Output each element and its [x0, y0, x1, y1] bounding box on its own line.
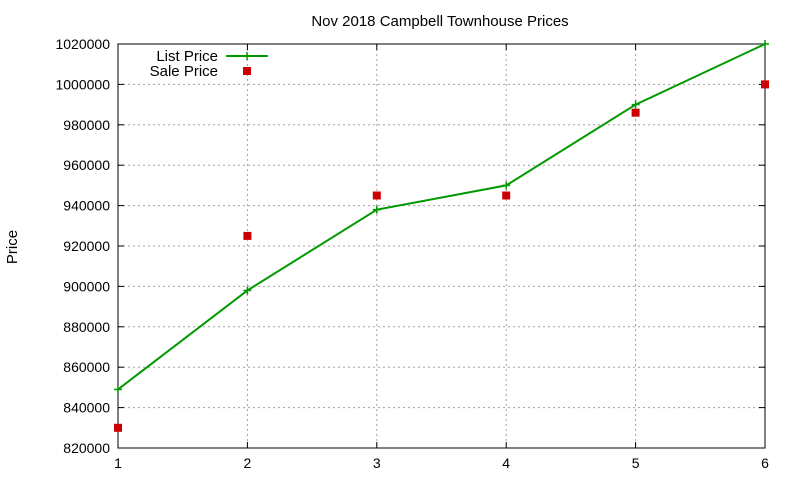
plot-frame	[117, 43, 766, 449]
y-tick-label: 920000	[63, 238, 110, 254]
sale-price-series	[114, 80, 769, 432]
list-price-point	[243, 286, 252, 295]
data-series	[114, 40, 769, 432]
y-tick-label: 1000000	[55, 76, 110, 92]
y-tick-label: 880000	[63, 319, 110, 335]
sale-price-point	[372, 191, 381, 200]
sale-price-point	[631, 108, 640, 117]
legend-label-list-price: List Price	[156, 48, 218, 65]
list-price-point	[761, 40, 769, 48]
axis-ticks: 820000 840000 860000 880000 900000 920000 9400…	[55, 36, 769, 471]
list-price-point	[372, 205, 381, 214]
y-tick-label: 860000	[63, 359, 110, 375]
y-tick-label: 840000	[63, 400, 110, 416]
list-price-point	[502, 181, 511, 190]
list-price-line	[117, 43, 766, 391]
y-tick-label: 940000	[63, 198, 110, 214]
y-tick-label: 960000	[63, 157, 110, 173]
x-tick-label: 5	[632, 455, 640, 471]
chart-title: Nov 2018 Campbell Townhouse Prices	[311, 13, 568, 30]
x-tick-label: 2	[244, 455, 252, 471]
x-tick-label: 6	[761, 455, 769, 471]
sale-price-point	[761, 80, 769, 89]
legend-marker-sale-price	[243, 67, 251, 75]
list-price-point	[114, 385, 122, 394]
legend-label-sale-price: Sale Price	[150, 63, 218, 80]
y-axis-label: Price	[4, 230, 21, 264]
y-tick-label: 980000	[63, 117, 110, 133]
y-tick-label: 1020000	[55, 36, 110, 52]
legend-marker-list-price	[243, 52, 251, 60]
list-price-series	[114, 40, 769, 394]
x-tick-label: 4	[502, 455, 510, 471]
sale-price-point	[243, 231, 252, 240]
x-tick-label: 1	[114, 455, 122, 471]
sale-price-point	[114, 423, 122, 432]
y-tick-label: 820000	[63, 440, 110, 456]
grid-lines	[118, 44, 765, 448]
list-price-point	[631, 100, 640, 109]
y-tick-label: 900000	[63, 278, 110, 294]
sale-price-point	[502, 191, 511, 200]
x-tick-label: 3	[373, 455, 381, 471]
